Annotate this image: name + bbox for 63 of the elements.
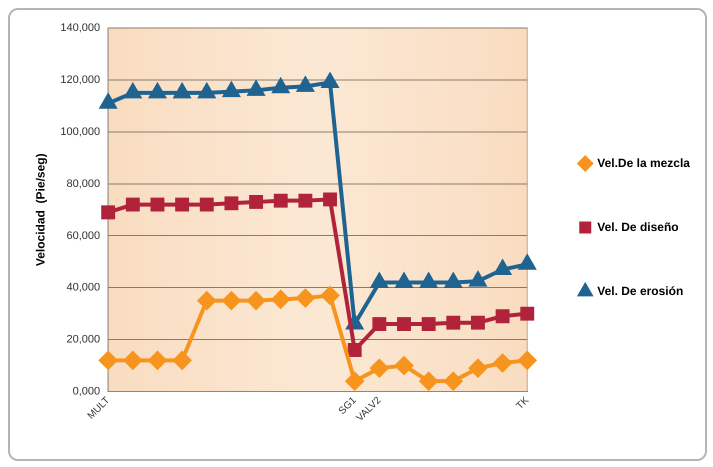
point bbox=[348, 343, 362, 357]
point bbox=[150, 198, 164, 212]
point bbox=[494, 260, 511, 275]
point bbox=[224, 196, 238, 210]
legend-label: Vel. De erosión bbox=[597, 284, 684, 298]
point bbox=[249, 195, 264, 209]
point bbox=[372, 317, 386, 331]
point bbox=[272, 290, 290, 308]
point bbox=[370, 359, 388, 378]
point bbox=[175, 198, 190, 212]
point bbox=[124, 351, 142, 370]
x-tick-label: TK bbox=[514, 394, 532, 412]
point bbox=[444, 372, 462, 390]
y-tick-label: 140,000 bbox=[60, 22, 100, 34]
point bbox=[174, 84, 190, 98]
point bbox=[470, 316, 485, 330]
legend-label: Vel. De diseño bbox=[597, 220, 679, 234]
point bbox=[519, 255, 536, 270]
y-tick-label: 100,000 bbox=[60, 126, 100, 138]
point bbox=[397, 317, 411, 331]
point bbox=[198, 84, 215, 98]
y-tick-label: 120,000 bbox=[60, 74, 100, 86]
y-tick-label: 60,000 bbox=[66, 230, 100, 242]
point bbox=[394, 356, 413, 375]
point bbox=[101, 205, 116, 220]
y-tick-label: 80,000 bbox=[66, 178, 100, 190]
point bbox=[148, 351, 166, 370]
y-tick-label: 0,000 bbox=[72, 386, 100, 398]
point bbox=[149, 84, 166, 98]
point bbox=[247, 292, 266, 310]
y-axis-title: Velocidad (Pie/seg) bbox=[34, 153, 48, 266]
point bbox=[420, 372, 438, 390]
point bbox=[496, 309, 510, 324]
point bbox=[100, 94, 116, 109]
point bbox=[346, 372, 364, 390]
point bbox=[173, 351, 192, 370]
point bbox=[422, 317, 436, 331]
point bbox=[297, 77, 314, 92]
point bbox=[494, 354, 512, 372]
point bbox=[198, 292, 216, 310]
y-tick-label: 20,000 bbox=[66, 334, 100, 346]
point bbox=[321, 286, 340, 304]
point bbox=[124, 84, 141, 98]
point bbox=[468, 359, 487, 378]
point bbox=[248, 81, 264, 96]
point bbox=[272, 78, 289, 94]
point bbox=[296, 289, 314, 308]
y-tick-label: 40,000 bbox=[66, 282, 100, 294]
point bbox=[446, 316, 460, 330]
point bbox=[126, 198, 140, 212]
point bbox=[520, 306, 534, 321]
point bbox=[200, 198, 214, 212]
point bbox=[274, 194, 288, 208]
legend-label: Vel.De la mezcla bbox=[597, 156, 690, 170]
point bbox=[222, 292, 240, 310]
point bbox=[322, 74, 338, 88]
x-tick-label: SG1 bbox=[336, 394, 360, 418]
point bbox=[323, 192, 337, 206]
point bbox=[518, 351, 536, 370]
point bbox=[223, 82, 240, 98]
point bbox=[99, 351, 118, 370]
point bbox=[470, 272, 486, 287]
point bbox=[298, 194, 312, 208]
